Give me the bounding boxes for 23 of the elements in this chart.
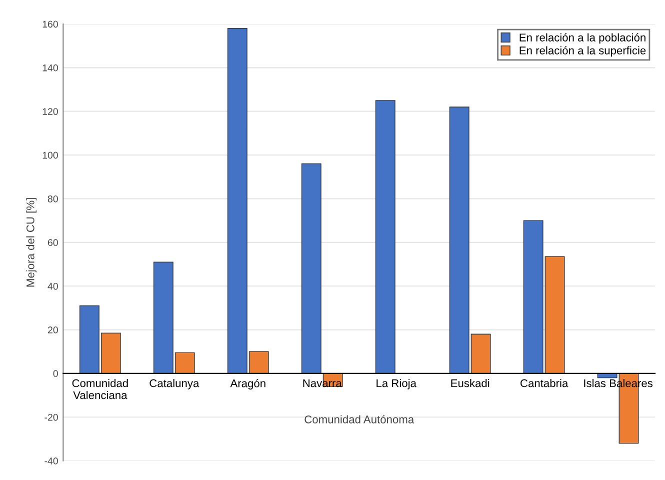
y-tick-label: -20 xyxy=(44,414,58,421)
x-axis-title: Comunidad Autónoma xyxy=(304,415,414,424)
x-tick-label: Catalunya xyxy=(150,378,200,390)
y-tick-label: 120 xyxy=(42,108,58,115)
y-tick-label: 40 xyxy=(48,282,58,290)
y-tick-label: 0 xyxy=(53,370,58,378)
y-axis-title: Mejora del CU [%] xyxy=(26,198,37,287)
bar xyxy=(375,100,396,374)
legend-label: En relación a la superficie xyxy=(520,46,646,57)
legend-label: En relación a la población xyxy=(520,33,646,44)
x-tick-label: Cantabria xyxy=(520,378,568,388)
y-tick-label: 20 xyxy=(48,326,58,334)
bar xyxy=(301,163,322,374)
y-tick-label: 100 xyxy=(42,152,58,159)
x-tick-label: Euskadi xyxy=(451,378,490,388)
x-tick-label: Aragón xyxy=(230,378,266,390)
y-tick-label: 80 xyxy=(48,195,58,202)
y-tick-label: 140 xyxy=(42,64,58,72)
x-tick-label: La Rioja xyxy=(376,378,416,390)
y-tick-label: -40 xyxy=(44,458,58,464)
y-tick-label: 60 xyxy=(48,239,58,246)
x-tick-label: Comunidad Valenciana xyxy=(72,378,128,400)
y-tick-label: 160 xyxy=(42,20,58,28)
